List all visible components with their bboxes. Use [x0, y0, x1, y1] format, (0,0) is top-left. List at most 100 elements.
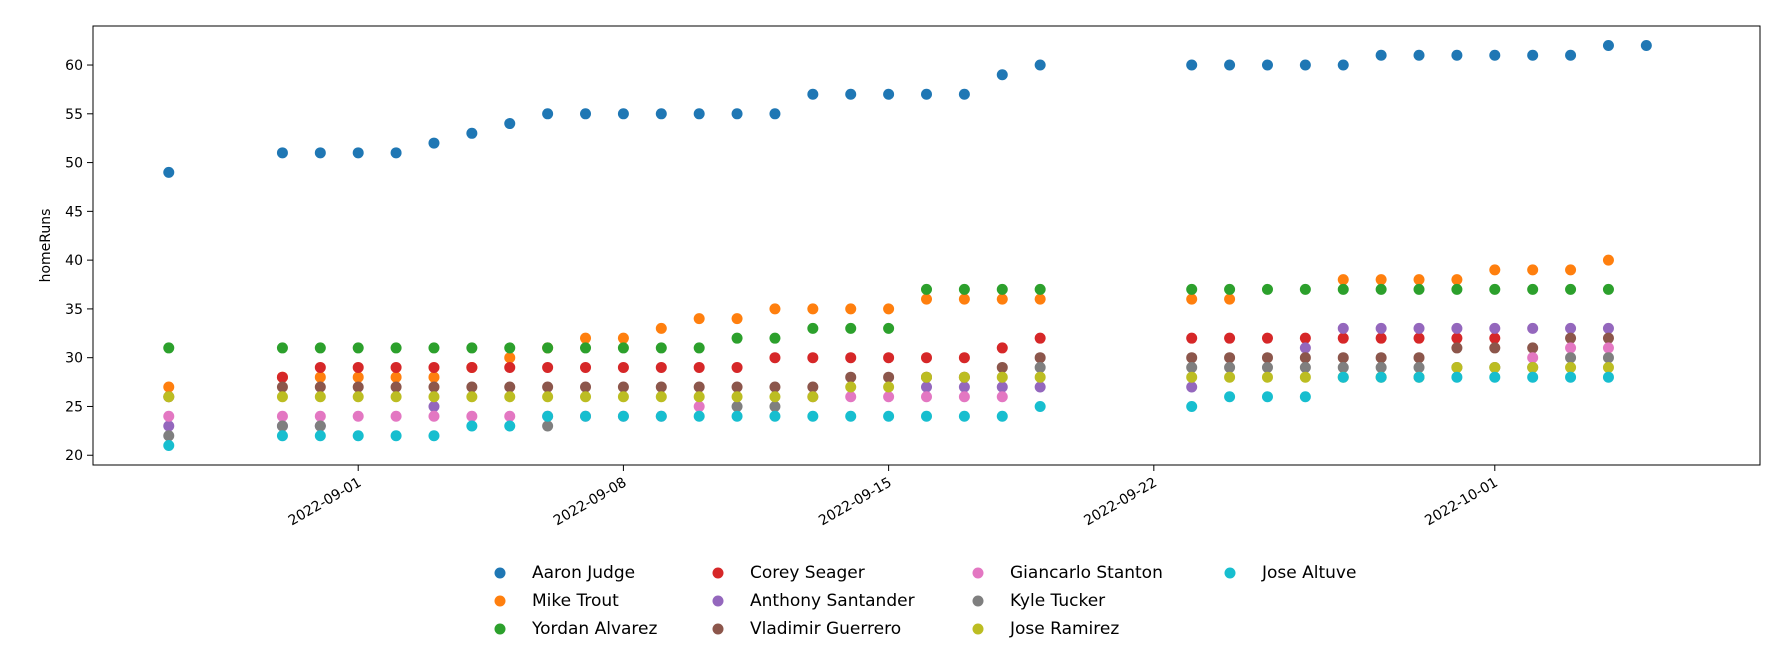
legend: Aaron Judge Mike Trout Yordan Alvarez Corey…: [494, 563, 1356, 639]
data-point: [1527, 352, 1539, 364]
data-point: [428, 381, 440, 393]
data-point: [693, 361, 705, 373]
data-point: [1527, 49, 1539, 61]
data-point: [845, 391, 857, 403]
data-point: [314, 420, 326, 432]
data-point: [504, 381, 516, 393]
data-point: [314, 371, 326, 383]
y-tick-label: 35: [65, 302, 83, 318]
data-point: [1565, 264, 1577, 276]
data-point: [1602, 352, 1614, 364]
data-point: [1224, 361, 1236, 373]
data-point: [1337, 274, 1349, 286]
data-point: [542, 381, 554, 393]
data-point: [1527, 342, 1539, 354]
data-point: [845, 352, 857, 364]
data-point: [1527, 361, 1539, 373]
data-point: [807, 381, 819, 393]
data-point: [352, 342, 364, 354]
data-point: [883, 88, 895, 100]
data-point: [1489, 332, 1501, 344]
data-point: [580, 108, 592, 120]
data-point: [276, 147, 288, 159]
data-point: [1034, 361, 1046, 373]
data-point: [428, 342, 440, 354]
data-point: [1375, 371, 1387, 383]
data-point: [1375, 322, 1387, 334]
data-point: [655, 108, 667, 120]
data-point: [731, 400, 743, 412]
data-point: [693, 342, 705, 354]
data-point: [1299, 361, 1311, 373]
data-point: [617, 391, 629, 403]
data-point: [1186, 283, 1198, 295]
data-point: [693, 108, 705, 120]
data-point: [807, 352, 819, 364]
data-point: [1299, 352, 1311, 364]
data-point: [617, 342, 629, 354]
data-point: [731, 313, 743, 325]
data-point: [542, 342, 554, 354]
data-point: [504, 420, 516, 432]
data-point: [504, 361, 516, 373]
data-point: [769, 352, 781, 364]
data-point: [1451, 371, 1463, 383]
data-point: [883, 410, 895, 422]
data-point: [883, 322, 895, 334]
data-point: [1602, 332, 1614, 344]
data-point: [1337, 59, 1349, 71]
data-point: [1375, 332, 1387, 344]
data-point: [390, 361, 402, 373]
legend-label: Aaron Judge: [532, 563, 635, 583]
data-point: [314, 342, 326, 354]
data-point: [1261, 352, 1273, 364]
data-point: [276, 342, 288, 354]
data-point: [769, 400, 781, 412]
data-point: [1489, 322, 1501, 334]
data-point: [428, 391, 440, 403]
data-point: [807, 322, 819, 334]
data-point: [1375, 283, 1387, 295]
data-point: [352, 430, 364, 442]
data-point: [390, 342, 402, 354]
data-point: [921, 293, 932, 305]
legend-label: Corey Seager: [750, 563, 865, 583]
y-tick-label: 30: [65, 351, 83, 367]
data-point: [1565, 361, 1577, 373]
data-point: [580, 342, 592, 354]
data-point: [1034, 293, 1046, 305]
data-point: [845, 303, 857, 315]
data-point: [1565, 352, 1577, 364]
data-point: [996, 391, 1008, 403]
data-point: [1489, 283, 1501, 295]
data-point: [731, 108, 743, 120]
data-point: [428, 137, 440, 149]
data-point: [352, 147, 364, 159]
data-point: [1413, 371, 1425, 383]
legend-marker: [494, 567, 506, 579]
data-point: [1602, 371, 1614, 383]
data-point: [958, 293, 970, 305]
data-point: [1299, 371, 1311, 383]
data-point: [1337, 361, 1349, 373]
data-point: [921, 381, 932, 393]
data-point: [996, 283, 1008, 295]
data-point: [1602, 40, 1614, 52]
data-point: [1413, 332, 1425, 344]
data-point: [1034, 332, 1046, 344]
data-point: [996, 69, 1008, 81]
x-tick-label: 2022-09-01: [286, 475, 364, 530]
data-point: [1299, 283, 1311, 295]
x-tick-label: 2022-09-08: [551, 475, 629, 530]
data-point: [958, 381, 970, 393]
data-point: [1186, 381, 1198, 393]
legend-marker: [972, 567, 984, 579]
data-point: [390, 371, 402, 383]
data-point: [1602, 361, 1614, 373]
data-point: [807, 410, 819, 422]
data-point: [1186, 293, 1198, 305]
data-point: [807, 88, 819, 100]
data-point: [1186, 352, 1198, 364]
data-point: [1299, 59, 1311, 71]
data-point: [1375, 274, 1387, 286]
